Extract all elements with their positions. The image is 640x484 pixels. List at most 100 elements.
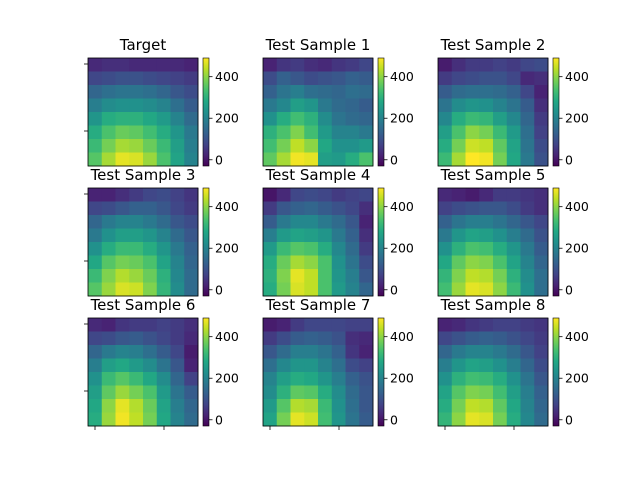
heatmap-cell	[143, 188, 158, 202]
heatmap-cell	[345, 228, 360, 243]
heatmap-cell	[479, 331, 494, 346]
heatmap-cell	[156, 399, 171, 413]
heatmap-cell	[115, 58, 130, 72]
heatmap-cell	[331, 188, 346, 202]
colorbar	[377, 187, 385, 297]
heatmap-cell	[184, 71, 199, 86]
heatmap-cell	[345, 399, 360, 413]
colorbar-tick-label: 200	[390, 241, 414, 256]
heatmap-cell	[331, 282, 346, 297]
heatmap-cell	[115, 215, 130, 229]
heatmap-cell	[520, 71, 535, 86]
heatmap-cell	[88, 188, 103, 202]
heatmap-cell	[88, 228, 103, 243]
heatmap-cell	[520, 399, 535, 413]
axes-frame	[87, 187, 199, 297]
heatmap-cell	[170, 318, 185, 332]
heatmap-cell	[451, 318, 466, 332]
heatmap-cell	[506, 255, 521, 270]
heatmap-cell	[345, 215, 360, 229]
colorbar-tick-label: 200	[390, 371, 414, 386]
heatmap-cell	[345, 58, 360, 72]
colorbar	[202, 187, 210, 297]
heatmap-cell	[520, 345, 535, 359]
heatmap-cell	[465, 255, 480, 270]
heatmap-cell	[304, 188, 319, 202]
heatmap-cell	[479, 71, 494, 86]
heatmap-cell	[184, 242, 199, 256]
heatmap-cell	[506, 282, 521, 297]
heatmap-cell	[345, 412, 360, 427]
heatmap-cell	[345, 385, 360, 400]
heatmap-cell	[493, 98, 508, 113]
colorbar	[202, 57, 210, 167]
heatmap-cell	[115, 98, 130, 113]
heatmap-cell	[143, 385, 158, 400]
panel-title: Test Sample 1	[265, 36, 371, 54]
heatmap-cell	[88, 98, 103, 113]
colorbar	[552, 57, 560, 167]
heatmap-cell	[506, 228, 521, 243]
axes-frame	[262, 317, 374, 427]
heatmap-cell	[184, 358, 199, 373]
heatmap-cell	[493, 112, 508, 126]
heatmap-cell	[115, 255, 130, 270]
heatmap-cell	[143, 345, 158, 359]
heatmap-cell	[290, 345, 305, 359]
heatmap-cell	[451, 412, 466, 427]
heatmap-cell	[534, 242, 549, 256]
heatmap-cell	[451, 188, 466, 202]
heatmap-cell	[359, 331, 374, 346]
heatmap-cell	[143, 71, 158, 86]
heatmap-cell	[101, 188, 116, 202]
heatmap-cell	[479, 255, 494, 270]
heatmap-cell	[115, 269, 130, 283]
heatmap-cell	[359, 318, 374, 332]
heatmap-cell	[184, 112, 199, 126]
heatmap-cell	[184, 318, 199, 332]
heatmap-cell	[438, 282, 453, 297]
colorbar-tick-label: 0	[565, 282, 573, 297]
panel-title: Target	[119, 36, 167, 54]
heatmap-cell	[184, 188, 199, 202]
heatmap-cell	[493, 228, 508, 243]
heatmap-cell	[318, 85, 333, 99]
heatmap-cell	[143, 318, 158, 332]
heatmap-cell	[493, 215, 508, 229]
heatmap-cell	[170, 228, 185, 243]
heatmap-cell	[345, 188, 360, 202]
colorbar-tick-label: 400	[390, 329, 414, 344]
heatmap-cell	[359, 372, 374, 386]
heatmap-cell	[184, 331, 199, 346]
heatmap-cell	[438, 385, 453, 400]
heatmap-cell	[263, 125, 278, 140]
axes-frame	[87, 317, 199, 427]
heatmap-cell	[101, 412, 116, 427]
axes-frame	[262, 187, 374, 297]
heatmap-cell	[465, 112, 480, 126]
heatmap-cell	[156, 318, 171, 332]
heatmap-cell	[438, 139, 453, 153]
heatmap-cell	[101, 139, 116, 153]
heatmap-cell	[184, 228, 199, 243]
heatmap-cell	[184, 345, 199, 359]
colorbar	[377, 57, 385, 167]
heatmap-cell	[115, 125, 130, 140]
heatmap-cell	[304, 139, 319, 153]
heatmap-cell	[304, 98, 319, 113]
heatmap-cell	[143, 242, 158, 256]
heatmap-cell	[318, 345, 333, 359]
heatmap-cell	[520, 139, 535, 153]
heatmap-cell	[465, 412, 480, 427]
heatmap-cell	[143, 412, 158, 427]
heatmap-cell	[290, 188, 305, 202]
heatmap-cell	[290, 228, 305, 243]
heatmap-cell	[534, 215, 549, 229]
heatmap-cell	[184, 98, 199, 113]
heatmap-cell	[493, 58, 508, 72]
heatmap-cell	[170, 372, 185, 386]
heatmap-cell	[493, 399, 508, 413]
heatmap-cell	[304, 269, 319, 283]
panel-5: Test Sample 4 0 200 400	[262, 166, 414, 297]
heatmap-cell	[156, 345, 171, 359]
